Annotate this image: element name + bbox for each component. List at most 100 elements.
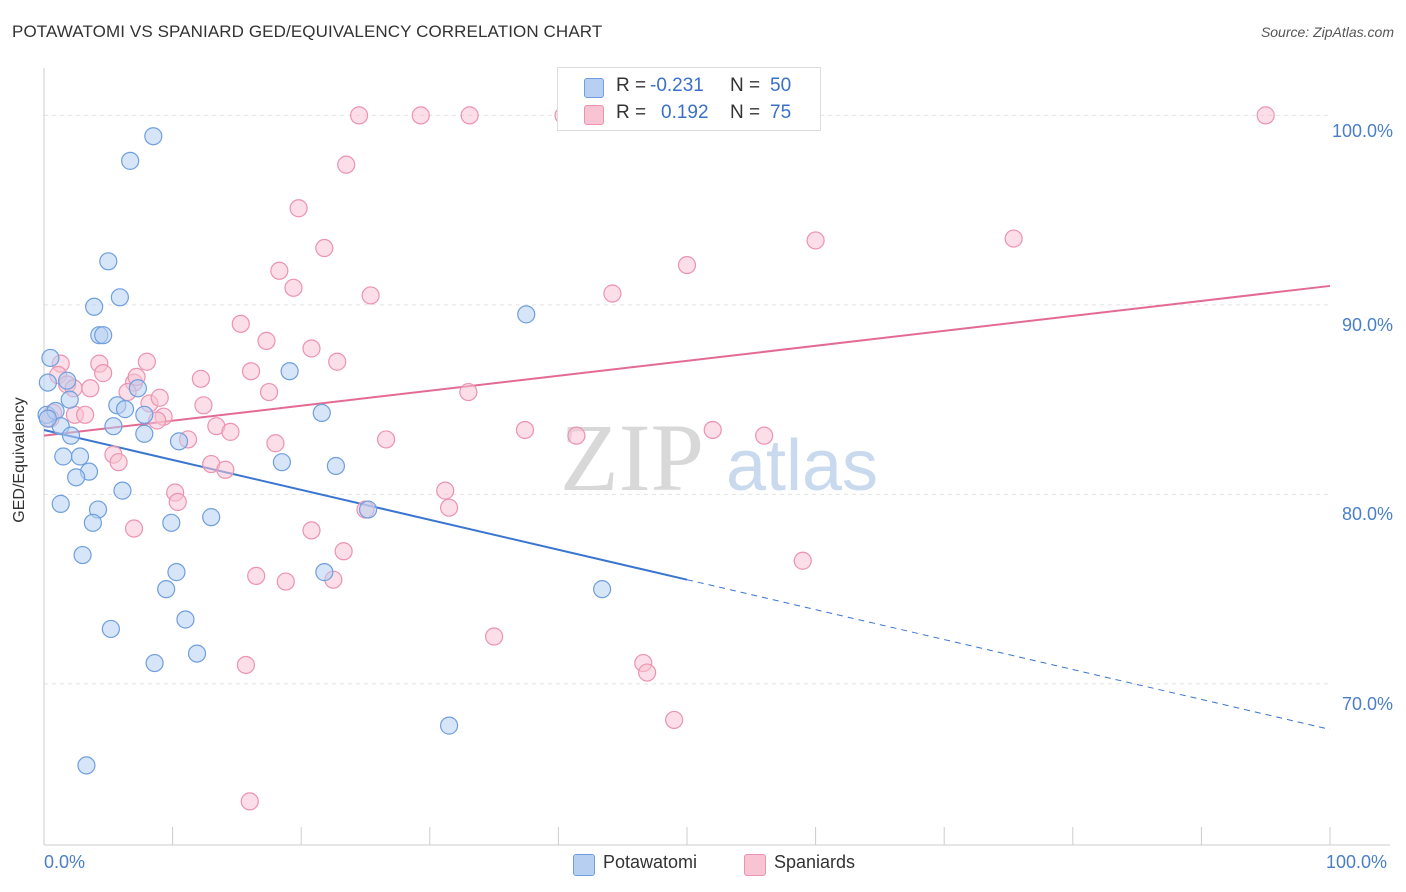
y-tick-label: 90.0% [1341,314,1393,335]
point-potawatomi [85,297,104,316]
watermark: ZIP atlas [560,404,878,511]
pink-swatch-icon [584,105,604,125]
point-spaniards [755,426,774,445]
point-spaniards [603,284,622,303]
point-spaniards [567,426,586,445]
point-spaniards [276,572,295,591]
x-tick-label-max: 100.0% [1326,852,1388,872]
point-spaniards [793,551,812,570]
point-potawatomi [83,513,102,532]
point-potawatomi [326,456,346,476]
point-potawatomi [115,400,135,419]
trend-line-potawatomi-extrapolated [686,579,1331,730]
point-potawatomi [144,127,163,146]
legend-row-potawatomi: R = -0.231 N = 50 [558,75,820,103]
r-key: R = [616,75,647,96]
point-spaniards [247,566,266,585]
point-spaniards [806,231,825,250]
point-potawatomi [73,545,92,565]
blue-swatch-icon [584,78,604,98]
point-spaniards [677,255,697,275]
point-potawatomi [41,348,60,368]
point-spaniards [257,331,276,350]
point-potawatomi [162,513,181,532]
source-label: Source: ZipAtlas.com [1260,24,1394,40]
point-potawatomi [128,379,147,398]
n-key: N = [730,102,761,123]
point-spaniards [81,379,100,398]
point-spaniards [302,521,321,540]
r-key: R = [616,102,647,123]
y-tick-label: 70.0% [1341,693,1393,714]
point-potawatomi [94,326,113,345]
point-potawatomi [38,409,57,428]
point-spaniards [236,655,256,675]
point-spaniards [94,364,113,383]
point-spaniards [459,382,478,402]
point-potawatomi [358,500,378,519]
x-tick-label-min: 0.0% [44,852,86,872]
blue-swatch-icon [573,854,595,876]
point-spaniards [411,106,430,125]
point-potawatomi [60,390,79,409]
point-spaniards [638,663,657,682]
point-spaniards [150,388,169,407]
point-spaniards [266,434,285,453]
point-spaniards [124,519,144,538]
point-potawatomi [187,644,207,663]
point-spaniards [194,396,213,415]
point-potawatomi [99,252,118,271]
point-spaniards [302,339,321,358]
point-potawatomi [51,494,70,513]
point-spaniards [665,710,684,730]
point-potawatomi [202,508,221,527]
r-value: -0.231 [650,75,704,96]
point-potawatomi [593,580,612,599]
point-spaniards [337,155,356,174]
point-potawatomi [121,151,140,170]
point-spaniards [376,430,396,449]
point-spaniards [439,498,459,517]
data-points [37,106,1275,811]
y-tick-label: 80.0% [1341,504,1393,525]
legend-label: Potawatomi [603,852,698,872]
point-spaniards [460,106,479,125]
point-potawatomi [439,716,459,735]
y-tick-label: 100.0% [1331,121,1393,142]
point-spaniards [109,453,128,472]
point-potawatomi [54,447,73,466]
point-spaniards [137,352,156,371]
point-spaniards [240,792,259,811]
point-potawatomi [61,426,81,445]
point-potawatomi [113,481,132,500]
point-potawatomi [135,424,154,443]
pink-swatch-icon [744,854,766,876]
legend-label: Spaniards [774,852,856,872]
point-spaniards [436,481,455,500]
point-spaniards [334,542,353,561]
point-potawatomi [135,405,154,424]
point-spaniards [191,369,210,388]
n-key: N = [730,75,761,96]
point-spaniards [703,420,722,440]
trend-line-spaniards [43,284,1331,437]
point-spaniards [241,362,261,381]
point-spaniards [515,420,535,440]
point-spaniards [485,627,504,646]
watermark-zip: ZIP [560,404,704,511]
r-value: 0.192 [661,102,709,123]
watermark-atlas: atlas [726,426,878,506]
point-potawatomi [101,619,120,639]
point-potawatomi [312,403,331,423]
point-potawatomi [67,468,86,487]
point-potawatomi [70,447,90,466]
point-spaniards [1256,106,1275,125]
point-potawatomi [280,362,299,381]
point-spaniards [284,278,303,297]
point-spaniards [231,314,250,333]
point-potawatomi [272,453,292,472]
point-potawatomi [58,371,77,390]
point-spaniards [221,422,240,441]
point-potawatomi [110,288,129,307]
